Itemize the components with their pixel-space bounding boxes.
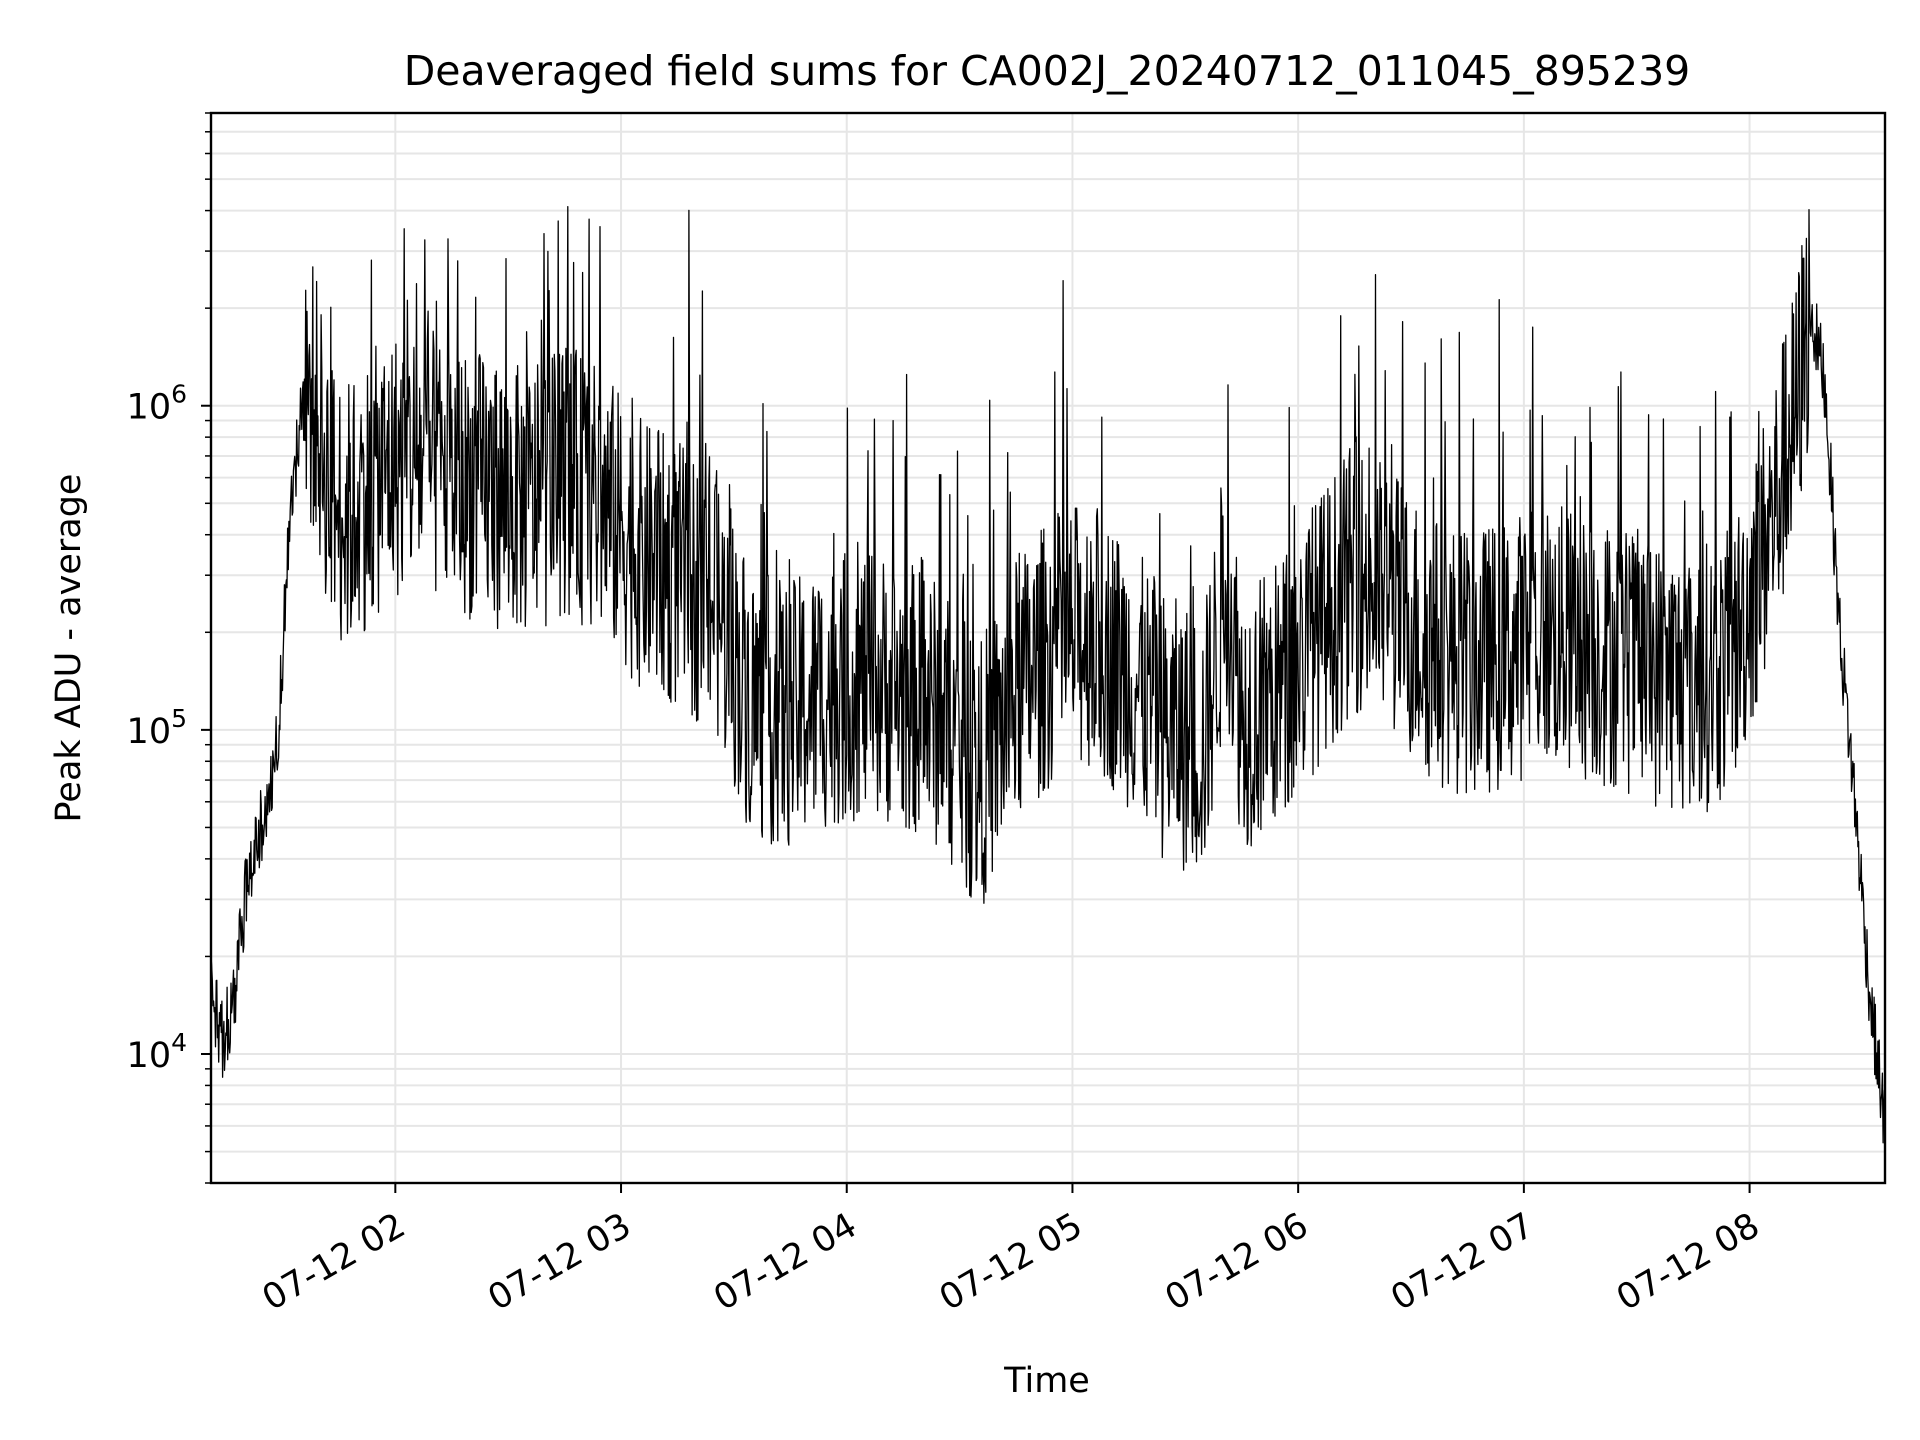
series-line [210, 206, 1886, 1144]
y-tick-label: 105 [127, 704, 187, 752]
x-axis-label: Time [1003, 1361, 1090, 1401]
y-axis-label: Peak ADU - average [49, 474, 89, 823]
chart-title: Deaveraged field sums for CA002J_2024071… [404, 47, 1691, 95]
plot-frame [209, 111, 1887, 1185]
y-tick-label: 106 [127, 380, 187, 428]
y-tick-label: 104 [127, 1028, 187, 1076]
